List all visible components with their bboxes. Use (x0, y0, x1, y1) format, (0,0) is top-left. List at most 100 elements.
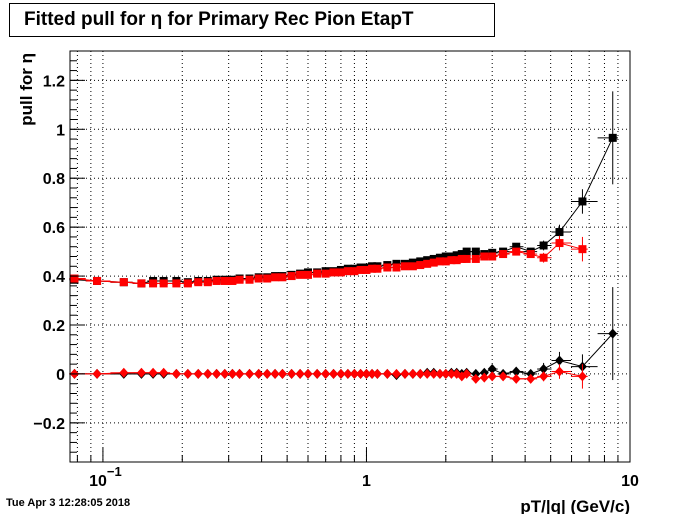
data-point (172, 279, 181, 288)
data-point (498, 371, 508, 382)
footer-date: Tue Apr 3 12:28:05 2018 (6, 497, 131, 509)
data-point (329, 268, 338, 277)
data-point (263, 274, 272, 283)
data-point (441, 257, 450, 266)
y-tick-label: −0.2 (33, 416, 65, 433)
data-point (119, 278, 128, 287)
data-point (487, 371, 497, 382)
data-point (349, 368, 359, 379)
data-point (321, 368, 331, 379)
data-point (372, 368, 382, 379)
data-point (312, 368, 322, 379)
data-point (148, 367, 158, 378)
data-point (227, 368, 237, 379)
data-point (350, 267, 359, 276)
data-point (462, 247, 471, 256)
y-tick-label: 0.8 (43, 171, 65, 188)
data-point (373, 264, 382, 273)
x-tick-label: 1 (362, 473, 371, 490)
data-point (392, 263, 401, 272)
data-point (254, 368, 264, 379)
data-point (435, 257, 444, 266)
data-point (356, 368, 366, 379)
data-point (220, 368, 230, 379)
data-point (479, 372, 489, 383)
data-point (321, 269, 330, 278)
data-point (220, 276, 229, 285)
data-point (526, 373, 536, 384)
data-point (554, 355, 564, 366)
y-tick-label: 0.2 (43, 318, 65, 335)
data-point (415, 368, 425, 379)
data-point (159, 367, 169, 378)
x-tick-label: 10 (89, 473, 107, 490)
data-point (554, 366, 564, 377)
data-point (471, 247, 480, 256)
data-point (303, 270, 312, 279)
data-point (277, 368, 287, 379)
y-tick-label: 1 (56, 122, 65, 139)
x-axis-title: pT/|q| (GeV/c) (520, 497, 630, 514)
data-point (382, 368, 392, 379)
data-point (422, 368, 432, 379)
data-point (136, 367, 146, 378)
data-point (362, 265, 371, 274)
data-point (343, 267, 352, 276)
data-point (487, 364, 497, 375)
data-point (539, 364, 549, 375)
data-point (539, 253, 548, 262)
series-line (74, 137, 614, 284)
data-point (278, 273, 287, 282)
data-point (539, 241, 548, 250)
data-point (93, 276, 102, 285)
data-point (356, 265, 365, 274)
data-point (512, 247, 521, 256)
series-3 (69, 364, 588, 389)
data-point (447, 256, 456, 265)
data-point (429, 368, 439, 379)
data-point (329, 368, 339, 379)
data-point (471, 373, 481, 384)
y-tick-label: 0 (56, 367, 65, 384)
y-axis-title: pull for η (17, 53, 36, 126)
data-point (361, 368, 371, 379)
data-point (193, 368, 203, 379)
data-point (499, 250, 508, 259)
data-point (203, 278, 212, 287)
chart-title: Fitted pull for η for Primary Rec Pion E… (9, 3, 495, 37)
axis-ticks (70, 50, 631, 463)
data-point (228, 276, 237, 285)
data-point (271, 273, 280, 282)
data-point (254, 274, 263, 283)
data-point (287, 368, 297, 379)
data-point (313, 269, 322, 278)
data-point (480, 252, 489, 261)
series-2 (69, 287, 619, 381)
data-point (368, 264, 377, 273)
data-point (452, 251, 461, 260)
data-point (578, 245, 587, 254)
data-point (512, 242, 521, 251)
data-point (452, 256, 461, 265)
data-point (296, 270, 305, 279)
data-point (137, 279, 146, 288)
data-point (577, 371, 587, 382)
data-point (435, 368, 445, 379)
data-point (462, 368, 472, 379)
data-point (608, 328, 618, 339)
data-point (526, 250, 535, 259)
data-point (235, 275, 244, 284)
data-point (194, 278, 203, 287)
data-point (488, 252, 497, 261)
data-point (511, 373, 521, 384)
data-point (92, 368, 102, 379)
data-point (303, 368, 313, 379)
data-point (578, 197, 587, 206)
data-point (408, 368, 418, 379)
data-point (245, 368, 255, 379)
data-point (555, 239, 564, 248)
series-line (74, 333, 614, 376)
series-1 (69, 235, 588, 288)
data-point (608, 133, 617, 142)
